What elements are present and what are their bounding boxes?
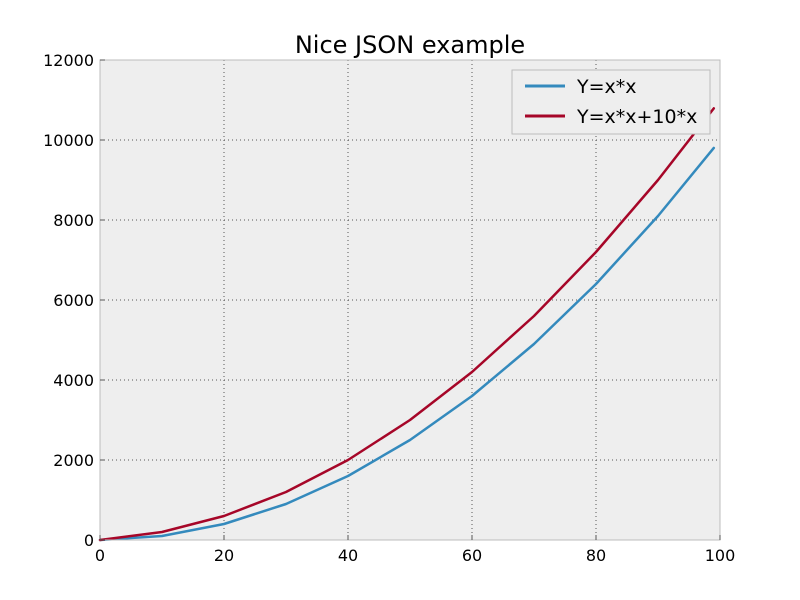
y-tick-label: 4000 xyxy=(53,371,94,390)
y-tick-label: 8000 xyxy=(53,211,94,230)
x-tick-label: 100 xyxy=(705,546,736,565)
grid xyxy=(100,60,720,540)
x-tick-label: 20 xyxy=(214,546,234,565)
y-tick-label: 12000 xyxy=(43,51,94,70)
legend-label-y-x-squared-plus-10x: Y=x*x+10*x xyxy=(576,106,697,128)
y-tick-label: 2000 xyxy=(53,451,94,470)
legend: Y=x*x Y=x*x+10*x xyxy=(511,69,711,135)
legend-label-y-x-squared: Y=x*x xyxy=(576,76,637,98)
y-tick-label: 10000 xyxy=(43,131,94,150)
x-tick-label: 0 xyxy=(95,546,105,565)
series-layer xyxy=(98,107,716,542)
chart-title: Nice JSON example xyxy=(295,31,525,59)
x-tick-label: 60 xyxy=(462,546,482,565)
x-tick-label: 80 xyxy=(586,546,606,565)
x-tick-label: 40 xyxy=(338,546,358,565)
series-line-0 xyxy=(98,146,716,542)
series-line-1 xyxy=(98,107,716,542)
y-tick-label: 0 xyxy=(84,531,94,550)
ticks: 0 20 40 60 80 100 0 2000 4000 6000 8000 10000 12000 xyxy=(43,51,735,565)
y-tick-label: 6000 xyxy=(53,291,94,310)
legend-box xyxy=(511,69,711,135)
